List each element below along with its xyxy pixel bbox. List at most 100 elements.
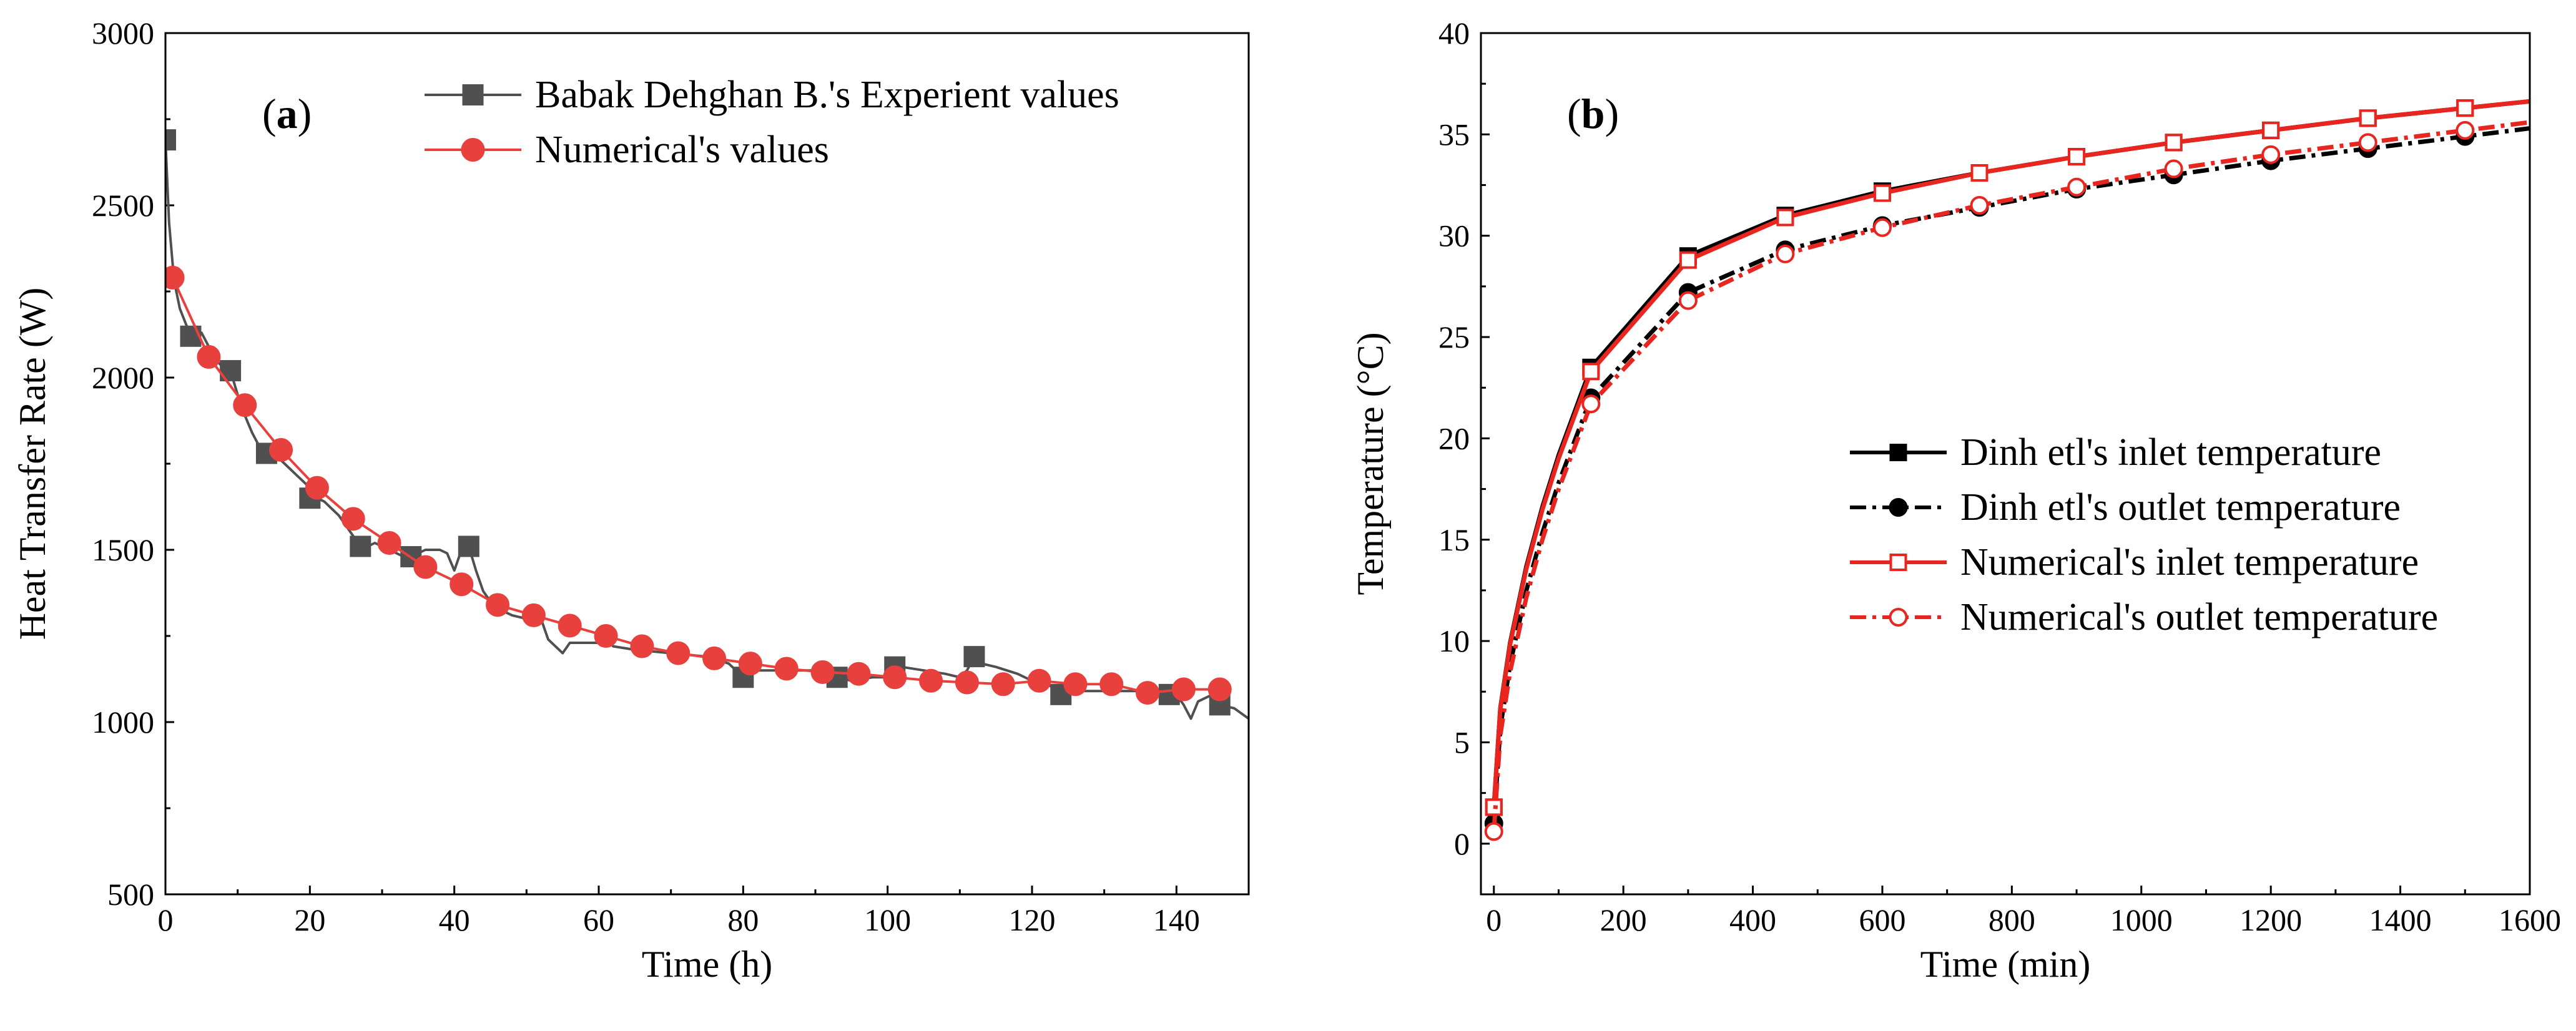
x-tick-label: 80 (727, 902, 759, 937)
y-tick-label: 1500 (92, 532, 154, 567)
y-tick-label: 2500 (92, 188, 154, 223)
data-point (558, 613, 582, 638)
x-tick-label: 120 (1009, 902, 1056, 937)
plot-frame (1480, 32, 2531, 896)
data-point (1171, 677, 1196, 701)
y-tick-label: 5 (1454, 725, 1470, 760)
y-tick-label: 30 (1438, 218, 1470, 253)
legend-marker (1889, 498, 1908, 517)
data-point (1027, 668, 1051, 693)
legend-label: Dinh etl's outlet temperature (1960, 486, 2401, 529)
x-tick-label: 140 (1153, 902, 1200, 937)
data-point (1679, 251, 1697, 269)
data-point (847, 662, 871, 686)
data-point (269, 437, 293, 462)
data-point (165, 129, 176, 151)
series-line (165, 140, 1249, 720)
data-point (594, 624, 618, 648)
data-point (1484, 822, 1503, 841)
data-point (963, 646, 985, 668)
panel-label: (b) (1567, 90, 1619, 137)
data-point (377, 530, 401, 555)
y-axis-title: Temperature (°C) (1350, 332, 1391, 595)
chart-a: 0 20 40 60 80 100 120 140 500 1000 1500 2000 2500 300… (12, 16, 1250, 985)
data-point (486, 593, 510, 617)
legend-marker (1889, 608, 1908, 627)
data-point (1207, 677, 1232, 701)
x-tick-label: 1000 (2110, 902, 2173, 937)
legend-label: Babak Dehghan B.'s Experient values (535, 74, 1119, 116)
data-point (413, 555, 438, 579)
y-tick-label: 25 (1438, 320, 1470, 354)
data-point (458, 535, 479, 557)
legend-label: Numerical's outlet temperature (1960, 596, 2438, 638)
data-point (2068, 148, 2086, 166)
x-tick-label: 20 (294, 902, 325, 937)
data-point (738, 652, 762, 676)
series-line (1492, 126, 2530, 824)
y-tick-label: 40 (1438, 16, 1470, 51)
data-point (197, 344, 221, 369)
data-point (2359, 109, 2377, 127)
data-point (350, 535, 371, 557)
x-tick-label: 0 (1486, 902, 1502, 937)
data-point (1776, 244, 1795, 263)
data-point (2358, 133, 2377, 152)
data-point (233, 393, 257, 418)
data-point (1873, 184, 1891, 202)
data-point (810, 660, 835, 684)
data-point (991, 672, 1015, 696)
data-point (1063, 672, 1088, 696)
data-point (1970, 196, 1989, 215)
data-point (666, 641, 691, 665)
data-point (1970, 164, 1989, 182)
data-point (2261, 145, 2281, 164)
legend-label: Numerical's inlet temperature (1960, 541, 2419, 584)
data-point (2456, 99, 2474, 117)
x-tick-label: 1200 (2239, 902, 2302, 937)
x-tick-label: 400 (1729, 902, 1776, 937)
data-point (1776, 208, 1794, 227)
y-tick-label: 15 (1438, 522, 1470, 557)
data-point (955, 670, 979, 695)
y-tick-label: 20 (1438, 421, 1470, 456)
data-point (630, 634, 654, 658)
data-point (450, 572, 474, 597)
data-point (165, 265, 185, 290)
y-tick-label: 500 (107, 877, 154, 912)
legend-marker (461, 138, 485, 162)
y-tick-label: 35 (1438, 117, 1470, 152)
series-line (171, 277, 1220, 695)
y-tick-label: 10 (1438, 623, 1470, 658)
y-tick-label: 2000 (92, 360, 154, 395)
data-point (2164, 159, 2183, 178)
series-line (1492, 120, 2530, 832)
data-point (2262, 121, 2280, 139)
data-point (521, 603, 546, 627)
x-tick-label: 1400 (2369, 902, 2432, 937)
panel-label: (a) (262, 90, 312, 137)
plot-frame (164, 32, 1250, 896)
legend-label: Numerical's values (535, 129, 829, 171)
data-point (2165, 134, 2183, 152)
data-point (305, 476, 329, 500)
x-tick-label: 600 (1859, 902, 1905, 937)
data-point (883, 665, 907, 690)
y-tick-label: 0 (1454, 826, 1470, 861)
x-tick-label: 200 (1600, 902, 1647, 937)
x-tick-label: 40 (439, 902, 470, 937)
data-point (2456, 120, 2475, 140)
data-point (1872, 218, 1892, 237)
y-tick-label: 3000 (92, 16, 154, 51)
chart-b: 0 200 400 600 800 1000 1200 1400 1600 0 5 10 15 20 25 3… (1350, 16, 2561, 985)
legend-label: Dinh etl's inlet temperature (1960, 431, 2381, 474)
x-tick-label: 100 (864, 902, 911, 937)
plot-area (165, 129, 1249, 720)
x-axis-title: Time (min) (1920, 944, 2091, 985)
data-point (2067, 177, 2087, 197)
legend-marker (1889, 554, 1907, 571)
x-tick-label: 800 (1989, 902, 2035, 937)
y-tick-label: 1000 (92, 705, 154, 740)
plot-area (1484, 99, 2530, 841)
